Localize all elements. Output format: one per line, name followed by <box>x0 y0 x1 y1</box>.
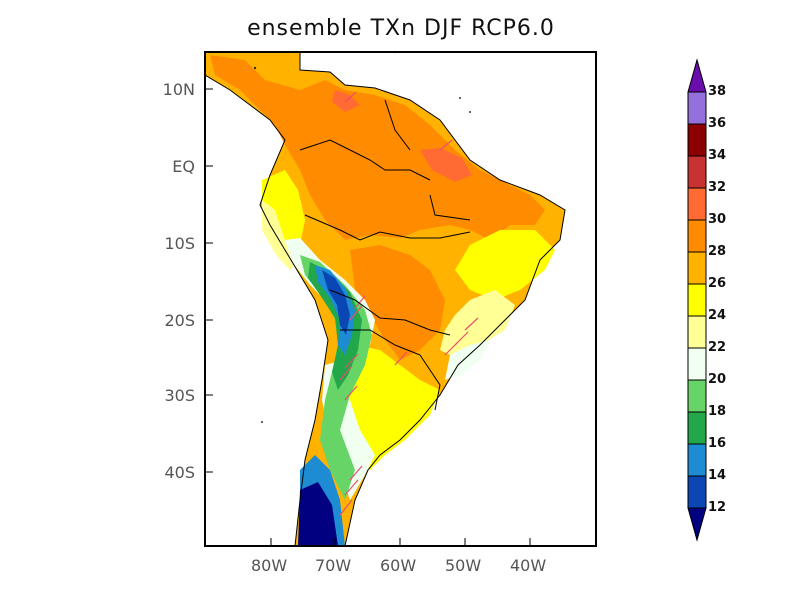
colorbar-swatch <box>687 123 707 157</box>
lon-label-60w: 60W <box>380 556 417 575</box>
lat-label-10s: 10S <box>164 234 195 253</box>
colorbar-swatch <box>687 251 707 285</box>
colorbar-label: 30 <box>708 212 727 227</box>
deep-blue-zone-altiplano <box>322 270 350 335</box>
lat-label-eq: EQ <box>172 157 195 176</box>
colorbar-label: 20 <box>708 372 727 387</box>
colorbar-swatch <box>687 379 707 413</box>
map-title: ensemble TXn DJF RCP6.0 <box>247 16 555 41</box>
colorbar-label: 38 <box>708 84 727 99</box>
colorbar-swatch <box>687 443 707 477</box>
colorbar-label: 26 <box>708 276 727 291</box>
colorbar-swatch <box>687 187 707 221</box>
map-content <box>205 52 566 546</box>
colorbar-swatch <box>687 315 707 349</box>
colorbar-swatch <box>687 155 707 189</box>
colorbar-swatch <box>687 347 707 381</box>
yellow-zone-coast-west <box>262 170 305 260</box>
navy-zone-south <box>298 482 338 546</box>
warm-zone-south <box>350 245 445 360</box>
pale-zone-east <box>445 340 490 380</box>
lat-label-30s: 30S <box>164 386 195 405</box>
lon-label-50w: 50W <box>445 556 482 575</box>
lon-label-80w: 80W <box>251 556 288 575</box>
colorbar-label: 24 <box>708 308 727 323</box>
colorbar-swatch <box>687 283 707 317</box>
colorbar-cap-bottom <box>687 507 707 542</box>
warm-zone-north <box>210 55 545 240</box>
colorbar-label: 32 <box>708 180 727 195</box>
lat-label-40s: 40S <box>164 463 195 482</box>
colorbar-cap-top <box>687 58 707 93</box>
yellow-zone-east <box>455 230 555 300</box>
colorbar-swatch <box>687 475 707 509</box>
colorbar-swatch <box>687 91 707 125</box>
lon-label-40w: 40W <box>510 556 547 575</box>
colorbar-label: 16 <box>708 436 727 451</box>
colorbar-label: 18 <box>708 404 727 419</box>
colorbar-swatch <box>687 411 707 445</box>
colorbar-label: 14 <box>708 468 727 483</box>
colorbar-label: 22 <box>708 340 727 355</box>
light-yellow-zone <box>440 290 515 360</box>
colorbar <box>687 58 707 542</box>
hot-spot-guiana <box>420 148 472 182</box>
colorbar-label: 12 <box>708 500 727 515</box>
significance-hatching <box>339 91 479 516</box>
colorbar-label: 28 <box>708 244 727 259</box>
colorbar-label: 34 <box>708 148 727 163</box>
lat-label-20s: 20S <box>164 311 195 330</box>
country-borders <box>205 52 566 546</box>
dark-green-zone-andes <box>308 262 362 390</box>
colorbar-label: 36 <box>708 116 727 131</box>
axis-ticks <box>205 88 531 546</box>
colorbar-swatch <box>687 219 707 253</box>
lon-label-70w: 70W <box>315 556 352 575</box>
lat-label-10n: 10N <box>162 80 195 99</box>
